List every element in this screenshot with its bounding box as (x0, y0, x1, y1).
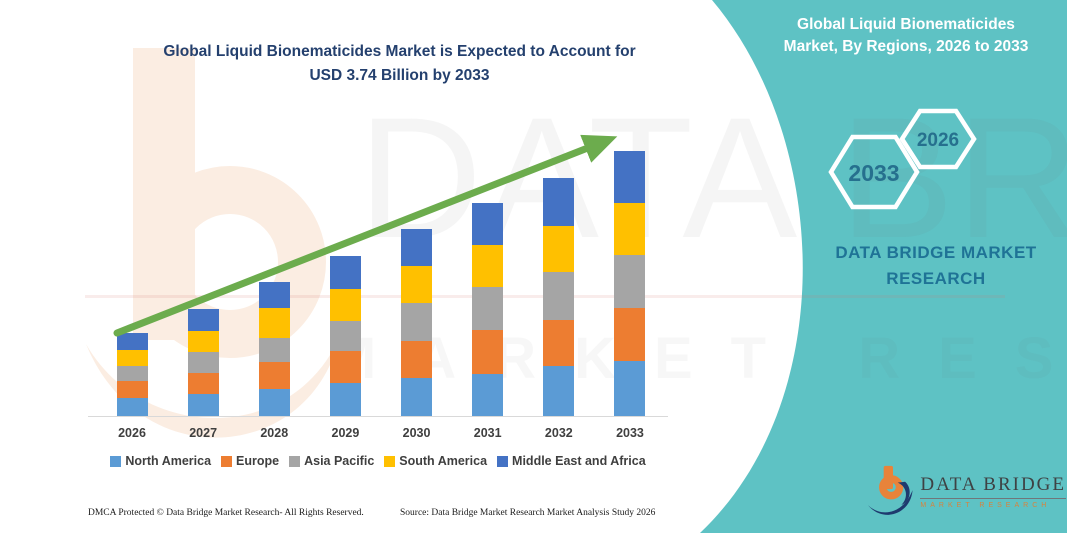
legend-swatch-icon (497, 455, 509, 467)
bar-segment (543, 319, 575, 367)
bar-segment (187, 394, 219, 416)
legend-label: Asia Pacific (304, 454, 375, 468)
legend-item: Europe (221, 454, 279, 468)
bar-segment (614, 308, 646, 361)
bar-segment (472, 245, 504, 288)
x-axis-label: 2027 (189, 426, 218, 440)
bar-segment (329, 321, 361, 351)
x-axis-label: 2033 (616, 426, 644, 440)
hexagon-badges: 2033 2026 (828, 108, 977, 210)
bar-segment (116, 380, 148, 398)
bar-column-2030 (401, 229, 433, 416)
bar-segment (614, 151, 646, 203)
legend-item: Asia Pacific (289, 454, 374, 468)
x-axis-label: 2031 (473, 426, 502, 440)
side-panel-brand-line1: DATA BRIDGE MARKET (835, 243, 1037, 262)
bar-segment (187, 330, 219, 352)
bar-segment (258, 338, 290, 362)
legend-label: Europe (236, 454, 280, 468)
legend-swatch-icon (289, 455, 301, 467)
side-panel-brand-line2: RESEARCH (886, 269, 986, 288)
bar-segment (614, 255, 646, 309)
bar-column-2032 (543, 178, 575, 416)
side-panel-brand: DATA BRIDGE MARKET RESEARCH (808, 240, 1064, 292)
x-axis-label: 2029 (331, 426, 360, 440)
bar-segment (258, 389, 290, 416)
bar-segment (187, 308, 219, 331)
dbmr-logo: DATA BRIDGE MARKET RESEARCH (866, 460, 1066, 522)
bar-column-2026 (116, 333, 148, 416)
chart-title-line2: USD 3.74 Billion by 2033 (309, 67, 490, 85)
x-axis-label: 2028 (260, 426, 289, 440)
bar-segment (543, 366, 575, 416)
bar-segment (258, 282, 290, 309)
bar-segment (401, 302, 433, 342)
bar-segment (472, 373, 504, 416)
bar-segment (187, 351, 219, 373)
bar-segment (116, 365, 148, 381)
bar-segment (116, 350, 148, 366)
legend-label: South America (399, 454, 488, 468)
hexagon-2026-label: 2026 (917, 130, 959, 151)
x-axis-label: 2032 (544, 426, 573, 440)
bar-segment (614, 360, 646, 416)
bar-segment (472, 287, 504, 331)
bar-segment (116, 397, 148, 416)
footer-dmca-text: DMCA Protected © Data Bridge Market Rese… (88, 508, 364, 518)
bar-column-2033 (614, 151, 646, 416)
hexagon-2026-icon (899, 108, 977, 170)
bar-segment (472, 202, 504, 246)
bar-segment (329, 289, 361, 322)
logo-name: DATA BRIDGE (920, 474, 1066, 499)
side-panel-heading: Global Liquid Bionematicides Market, By … (758, 14, 1054, 59)
bar-column-2031 (472, 202, 504, 416)
bar-segment (472, 330, 504, 374)
x-axis-label: 2030 (402, 426, 431, 440)
legend-swatch-icon (110, 455, 122, 467)
bar-segment (401, 266, 433, 303)
footer-source-text: Source: Data Bridge Market Research Mark… (400, 508, 656, 518)
bar-segment (116, 333, 148, 351)
bar-segment (401, 229, 433, 267)
bar-segment (543, 271, 575, 320)
legend-label: North America (125, 454, 212, 468)
bar-column-2029 (329, 255, 361, 416)
chart-legend: North America Europe Asia Pacific South Ame… (88, 454, 668, 468)
logo-tagline: MARKET RESEARCH (920, 501, 1051, 509)
x-axis-line (88, 416, 668, 417)
bar-segment (401, 377, 433, 416)
side-panel-heading-line1: Global Liquid Bionematicides (797, 16, 1015, 33)
bar-segment (543, 225, 575, 272)
dbmr-logo-b-icon (867, 465, 913, 515)
legend-item: South America (384, 454, 487, 468)
legend-swatch-icon (221, 455, 233, 467)
hexagon-2033-icon (828, 134, 920, 210)
bar-segment (401, 341, 433, 378)
bar-segment (187, 372, 219, 395)
bar-segment (329, 383, 361, 416)
side-panel-heading-line2: Market, By Regions, 2026 to 2033 (783, 38, 1029, 56)
legend-item: Middle East and Africa (497, 454, 646, 468)
chart-title: Global Liquid Bionematicides Market is E… (92, 40, 707, 88)
x-axis-label: 2026 (118, 426, 146, 440)
legend-swatch-icon (384, 455, 396, 467)
hexagon-2033-label: 2033 (848, 160, 899, 186)
bar-segment (614, 202, 646, 256)
bar-segment (258, 361, 290, 390)
bar-column-2027 (187, 308, 219, 416)
legend-item: North America (110, 454, 211, 468)
bar-segment (258, 308, 290, 339)
bar-segment (329, 255, 361, 290)
chart-title-line1: Global Liquid Bionematicides Market is E… (163, 43, 636, 60)
bar-segment (543, 178, 575, 226)
bar-segment (329, 350, 361, 384)
legend-label: Middle East and Africa (512, 454, 646, 468)
bar-column-2028 (258, 282, 290, 416)
